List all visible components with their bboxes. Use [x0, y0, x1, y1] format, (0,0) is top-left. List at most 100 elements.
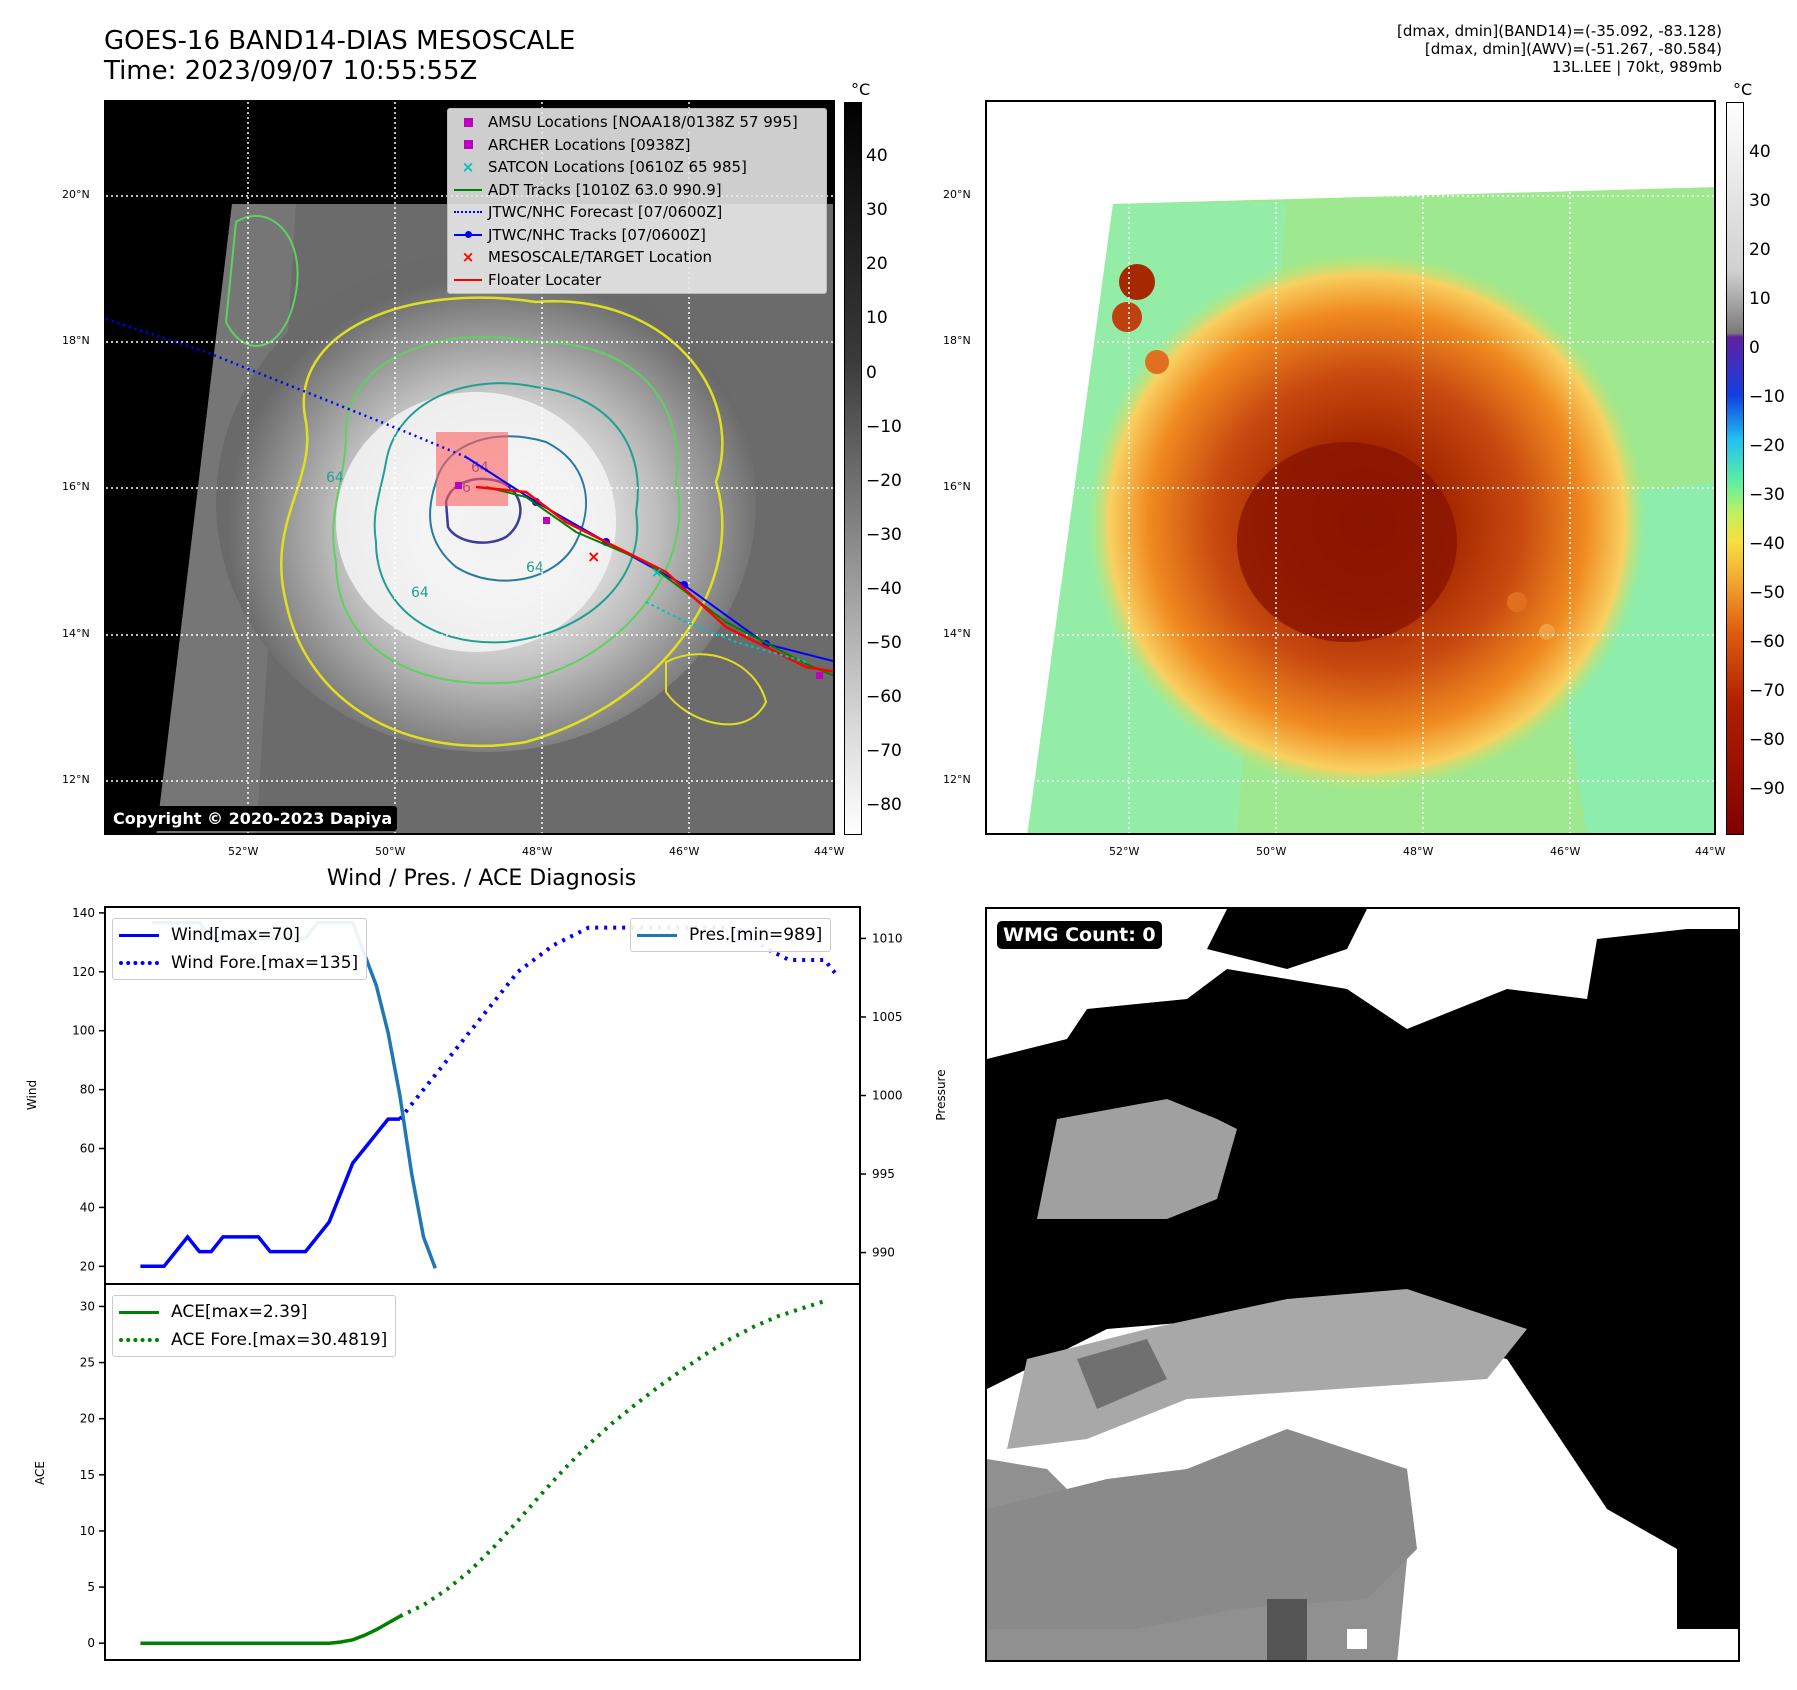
color-ir-map-image [987, 102, 1714, 833]
y-tick-label: 1005 [872, 1010, 903, 1024]
ace-axes-frame [104, 1283, 861, 1661]
wmg-panel: WMG Count: 0 [985, 907, 1740, 1662]
legend-satcon: × SATCON Locations [0610Z 65 985] [461, 158, 747, 177]
lon-label: 44°W [1695, 845, 1726, 858]
lat-label: 14°N [62, 627, 90, 640]
pressure-axis-label: Pressure [934, 1069, 948, 1120]
chart-title: GOES-16 BAND14-DIAS MESOSCALE Time: 2023… [104, 26, 575, 86]
ace-forecast-series-line [399, 1299, 826, 1619]
y-tick-label: 25 [80, 1356, 95, 1370]
wind-series-line [140, 1117, 400, 1269]
mesoscale-target-box [436, 432, 508, 506]
info-band14-range: [dmax, dmin](BAND14)=(-35.092, -83.128) [1397, 22, 1722, 40]
wind-legend: Wind[max=70] Wind Fore.[max=135] [112, 918, 368, 980]
copyright-badge: Copyright © 2020-2023 Dapiya [108, 806, 398, 831]
lat-label: 18°N [62, 334, 90, 347]
legend-pressure: Pres.[min=989] [637, 921, 822, 949]
legend-jtwc-forecast: JTWC/NHC Forecast [07/0600Z] [448, 201, 826, 224]
title-line-2: Time: 2023/09/07 10:55:55Z [104, 56, 478, 86]
ace-y-axis: 0 5 10 15 20 25 30 [80, 1299, 105, 1650]
colorbar-tick: −60 [866, 687, 902, 707]
y-tick-label: 1000 [872, 1089, 903, 1103]
lat-label: 18°N [943, 334, 971, 347]
colorbar-tick: 20 [866, 254, 888, 274]
y-tick-label: 140 [72, 906, 95, 920]
svg-text:×: × [587, 547, 600, 566]
lat-label: 16°N [62, 480, 90, 493]
colorbar-left-unit: °C [851, 80, 871, 99]
wind-y-axis: 20 40 60 80 100 120 140 [72, 906, 105, 1273]
colorbar-tick: −20 [866, 471, 902, 491]
wmg-image [987, 909, 1738, 1660]
info-awv-range: [dmax, dmin](AWV)=(-51.267, -80.584) [1424, 40, 1722, 58]
legend-wind: Wind[max=70] [119, 921, 358, 949]
colorbar-tick: 40 [1749, 142, 1771, 162]
colorbar-tick: −70 [1749, 681, 1785, 701]
colorbar-tick: 10 [1749, 289, 1771, 309]
y-tick-label: 60 [80, 1142, 95, 1156]
y-tick-label: 120 [72, 965, 95, 979]
y-tick-label: 40 [80, 1200, 95, 1214]
legend-amsu: AMSU Locations [NOAA18/0138Z 57 995] [448, 111, 826, 134]
colorbar-tick: −50 [1749, 583, 1785, 603]
lon-label: 46°W [1550, 845, 1581, 858]
diagnosis-chart: 20 40 60 80 100 120 140 990 995 1000 1005 1010 0 5 1… [25, 906, 948, 1661]
y-tick-label: 10 [80, 1524, 95, 1538]
y-tick-label: 15 [80, 1468, 95, 1482]
colorbar-right [1726, 102, 1744, 835]
colorbar-tick: −80 [866, 795, 902, 815]
colorbar-tick: −60 [1749, 632, 1785, 652]
title-line-1: GOES-16 BAND14-DIAS MESOSCALE [104, 26, 576, 56]
y-tick-label: 1010 [872, 931, 903, 945]
colorbar-tick: −30 [866, 525, 902, 545]
y-tick-label: 100 [72, 1024, 95, 1038]
colorbar-tick: −10 [866, 417, 902, 437]
lon-label: 48°W [1403, 845, 1434, 858]
map-gridlines [987, 102, 1714, 833]
colorbar-tick: 10 [866, 308, 888, 328]
lon-label: 52°W [1109, 845, 1140, 858]
lat-label: 20°N [62, 188, 90, 201]
legend-wind-forecast: Wind Fore.[max=135] [119, 949, 358, 977]
lon-label: 46°W [669, 845, 700, 858]
colorbar-tick: −20 [1749, 436, 1785, 456]
legend-ace: ACE[max=2.39] [119, 1298, 387, 1326]
colorbar-right-unit: °C [1733, 80, 1753, 99]
diagnosis-title: Wind / Pres. / ACE Diagnosis [326, 866, 637, 891]
colorbar-left [844, 102, 862, 835]
storm-info: [dmax, dmin](BAND14)=(-35.092, -83.128) … [1397, 22, 1722, 76]
y-tick-label: 5 [87, 1580, 95, 1594]
colorbar-tick: −30 [1749, 485, 1785, 505]
colorbar-tick: −40 [866, 579, 902, 599]
lon-label: 48°W [522, 845, 553, 858]
ir-map-image: 64 64 64 64 6 × × [106, 102, 833, 833]
jtwc-forecast-track [106, 317, 467, 459]
legend-ace-forecast: ACE Fore.[max=30.4819] [119, 1326, 387, 1354]
lat-label: 16°N [943, 480, 971, 493]
wind-axis-label: Wind [25, 1080, 39, 1110]
legend-adt: ADT Tracks [1010Z 63.0 990.9] [448, 179, 826, 202]
colorbar-tick: −10 [1749, 387, 1785, 407]
colorbar-tick: −40 [1749, 534, 1785, 554]
floater-track [475, 485, 833, 673]
color-ir-map-panel [985, 100, 1716, 835]
pressure-legend: Pres.[min=989] [630, 918, 832, 952]
lon-label: 44°W [814, 845, 845, 858]
lat-label: 12°N [943, 773, 971, 786]
legend-jtwc-tracks: JTWC/NHC Tracks [07/0600Z] [448, 224, 826, 247]
colorbar-tick: 40 [866, 146, 888, 166]
y-tick-label: 20 [80, 1259, 95, 1273]
ir-map-panel: 64 64 64 64 6 × × AMSU Locations [NOAA18 [104, 100, 835, 835]
legend-archer: ARCHER Locations [0938Z] [448, 134, 826, 157]
y-tick-label: 20 [80, 1412, 95, 1426]
y-tick-label: 0 [87, 1636, 95, 1650]
lon-label: 52°W [228, 845, 259, 858]
colorbar-tick: 20 [1749, 240, 1771, 260]
colorbar-tick: 30 [866, 200, 888, 220]
contour-label: 64 [411, 585, 429, 601]
wmg-count-badge: WMG Count: 0 [997, 921, 1162, 949]
map-legend: AMSU Locations [NOAA18/0138Z 57 995] ARC… [447, 108, 827, 294]
legend-floater: Floater Locater [448, 269, 826, 292]
y-tick-label: 995 [872, 1167, 895, 1181]
colorbar-tick: 0 [1749, 338, 1760, 358]
